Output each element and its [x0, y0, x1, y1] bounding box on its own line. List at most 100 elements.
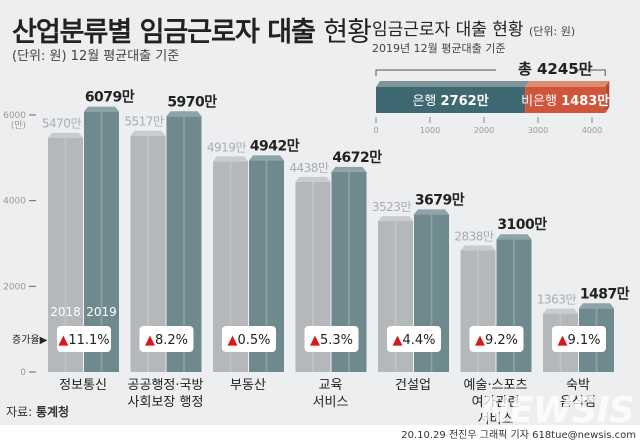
- y-tick-label: 4000: [3, 197, 26, 207]
- up-arrow-icon: ▲: [310, 333, 320, 348]
- category-label: 예술·스포츠: [464, 378, 528, 393]
- title-main: 산업분류별 임금근로자 대출: [12, 17, 316, 48]
- segment-nonbank-label: 비은행 1483만: [521, 93, 609, 109]
- up-arrow-icon: ▲: [557, 333, 567, 348]
- category-label: 부동산: [230, 378, 266, 393]
- category-label: 여가관련: [472, 395, 520, 410]
- source-label: 자료:: [6, 405, 33, 419]
- category-label: 공공행정·국방: [128, 377, 204, 393]
- growth-badge: [387, 326, 441, 352]
- title-light: 현황: [323, 17, 372, 48]
- source-name: 통계청: [35, 405, 70, 419]
- inset-subtitle: 2019년 12월 평균대출 기준: [372, 42, 506, 55]
- up-arrow-icon: ▲: [392, 333, 402, 348]
- growth-percent: 8.2%: [155, 333, 188, 348]
- category-label: 건설업: [395, 378, 431, 393]
- growth-badge: [57, 326, 111, 352]
- page-title: 산업분류별 임금근로자 대출 현황: [12, 10, 372, 49]
- category-label: 정보통신: [59, 378, 107, 393]
- bar-2019-top: [84, 106, 119, 112]
- growth-value: ▲9.2%: [475, 333, 518, 348]
- up-arrow-icon: ▲: [145, 333, 155, 348]
- bar-2018-top: [48, 132, 83, 138]
- segment-nonbank-label-name: 비은행: [521, 93, 561, 109]
- growth-badge: [552, 326, 606, 352]
- segment-bank-label-name: 은행: [412, 93, 440, 109]
- bar-2019-stripe: [513, 239, 515, 372]
- growth-value: ▲8.2%: [145, 333, 188, 348]
- inset-title: 임금근로자 대출 현황 (단위: 원): [372, 15, 575, 40]
- bar-2019-stripe: [100, 111, 103, 373]
- source: 자료: 통계청: [6, 403, 69, 420]
- growth-percent: 9.2%: [485, 333, 518, 348]
- value-label-2018: 5517만: [124, 115, 164, 129]
- total-bracket: [375, 69, 606, 76]
- bar-2018-top: [213, 156, 248, 162]
- credit: 20.10.29 전진우 그래픽 기자 618tue@newsis.com: [401, 430, 636, 441]
- category-label: 숙박: [566, 378, 590, 393]
- value-label-2019: 4672만: [332, 150, 382, 166]
- segment-nonbank-top: [525, 81, 610, 87]
- legend-2019: 2019: [86, 305, 117, 319]
- value-label-2019: 6079만: [85, 90, 135, 106]
- value-label-2019: 4942만: [250, 138, 300, 154]
- bar-2018-stripe: [229, 161, 232, 372]
- value-label-2019: 3100만: [497, 217, 547, 233]
- up-arrow-icon: ▲: [475, 333, 485, 348]
- segment-bank-label-value: 2762만: [441, 93, 489, 109]
- bar-2018-stripe: [394, 221, 397, 372]
- x-tick-label: 2000: [474, 126, 494, 135]
- category-label: 교육: [319, 378, 343, 393]
- bar-2018-stripe: [147, 135, 149, 372]
- bar-2019-top: [414, 209, 449, 215]
- bar-2019-top: [249, 155, 284, 161]
- growth-value: ▲0.5%: [227, 333, 270, 348]
- category-label: 서비스: [313, 395, 349, 410]
- growth-value: ▲5.3%: [310, 333, 353, 348]
- y-tick-label: 2000: [3, 282, 26, 292]
- segment-nonbank-label-value: 1483만: [561, 93, 609, 109]
- bar-2019-stripe: [183, 116, 185, 372]
- segment-nonbank-side: [605, 81, 610, 113]
- bar-2018-top: [543, 308, 578, 314]
- bar-2018-top: [460, 245, 496, 251]
- bar-2018-top: [378, 216, 413, 222]
- growth-badge: [139, 326, 194, 352]
- total-label: 총 4245만: [518, 60, 593, 78]
- x-tick-label: 3000: [528, 126, 548, 135]
- growth-badge: [222, 326, 276, 352]
- bar-2018-top: [295, 176, 331, 182]
- value-label-2018: 4919만: [207, 140, 247, 154]
- y-tick-label: 6000: [3, 111, 26, 121]
- bar-2019-top: [166, 111, 202, 117]
- growth-row-label: 증가율▶: [12, 334, 48, 346]
- x-tick-label: 1000: [420, 126, 440, 135]
- value-label-2019: 1487만: [580, 286, 630, 302]
- bar-2019-top: [496, 234, 532, 240]
- bar-2019-stripe: [265, 160, 268, 372]
- growth-percent: 5.3%: [320, 333, 353, 348]
- page-subtitle: (단위: 원) 12월 평균대출 기준: [12, 49, 180, 64]
- bar-2018-top: [130, 130, 166, 136]
- x-tick-label: 4000: [582, 126, 602, 135]
- up-arrow-icon: ▲: [58, 333, 68, 348]
- segment-nonbank: [525, 87, 606, 113]
- value-label-2018: 5470만: [42, 117, 82, 131]
- bar-2018-stripe: [64, 137, 67, 372]
- bar-2019-top: [331, 166, 367, 172]
- value-label-2019: 3679만: [415, 192, 465, 208]
- growth-badge: [469, 326, 524, 352]
- bar-2018-stripe: [312, 181, 314, 372]
- inset-unit: (단위: 원): [528, 25, 576, 38]
- value-label-2019: 5970만: [167, 94, 217, 110]
- legend-2018: 2018: [50, 305, 81, 319]
- category-label: 음식점: [560, 395, 596, 410]
- growth-value: ▲11.1%: [58, 333, 109, 348]
- growth-value: ▲9.1%: [557, 333, 600, 348]
- up-arrow-icon: ▲: [227, 333, 237, 348]
- growth-percent: 4.4%: [402, 333, 435, 348]
- growth-badge: [304, 326, 359, 352]
- growth-percent: 0.5%: [237, 333, 270, 348]
- growth-value: ▲4.4%: [392, 333, 435, 348]
